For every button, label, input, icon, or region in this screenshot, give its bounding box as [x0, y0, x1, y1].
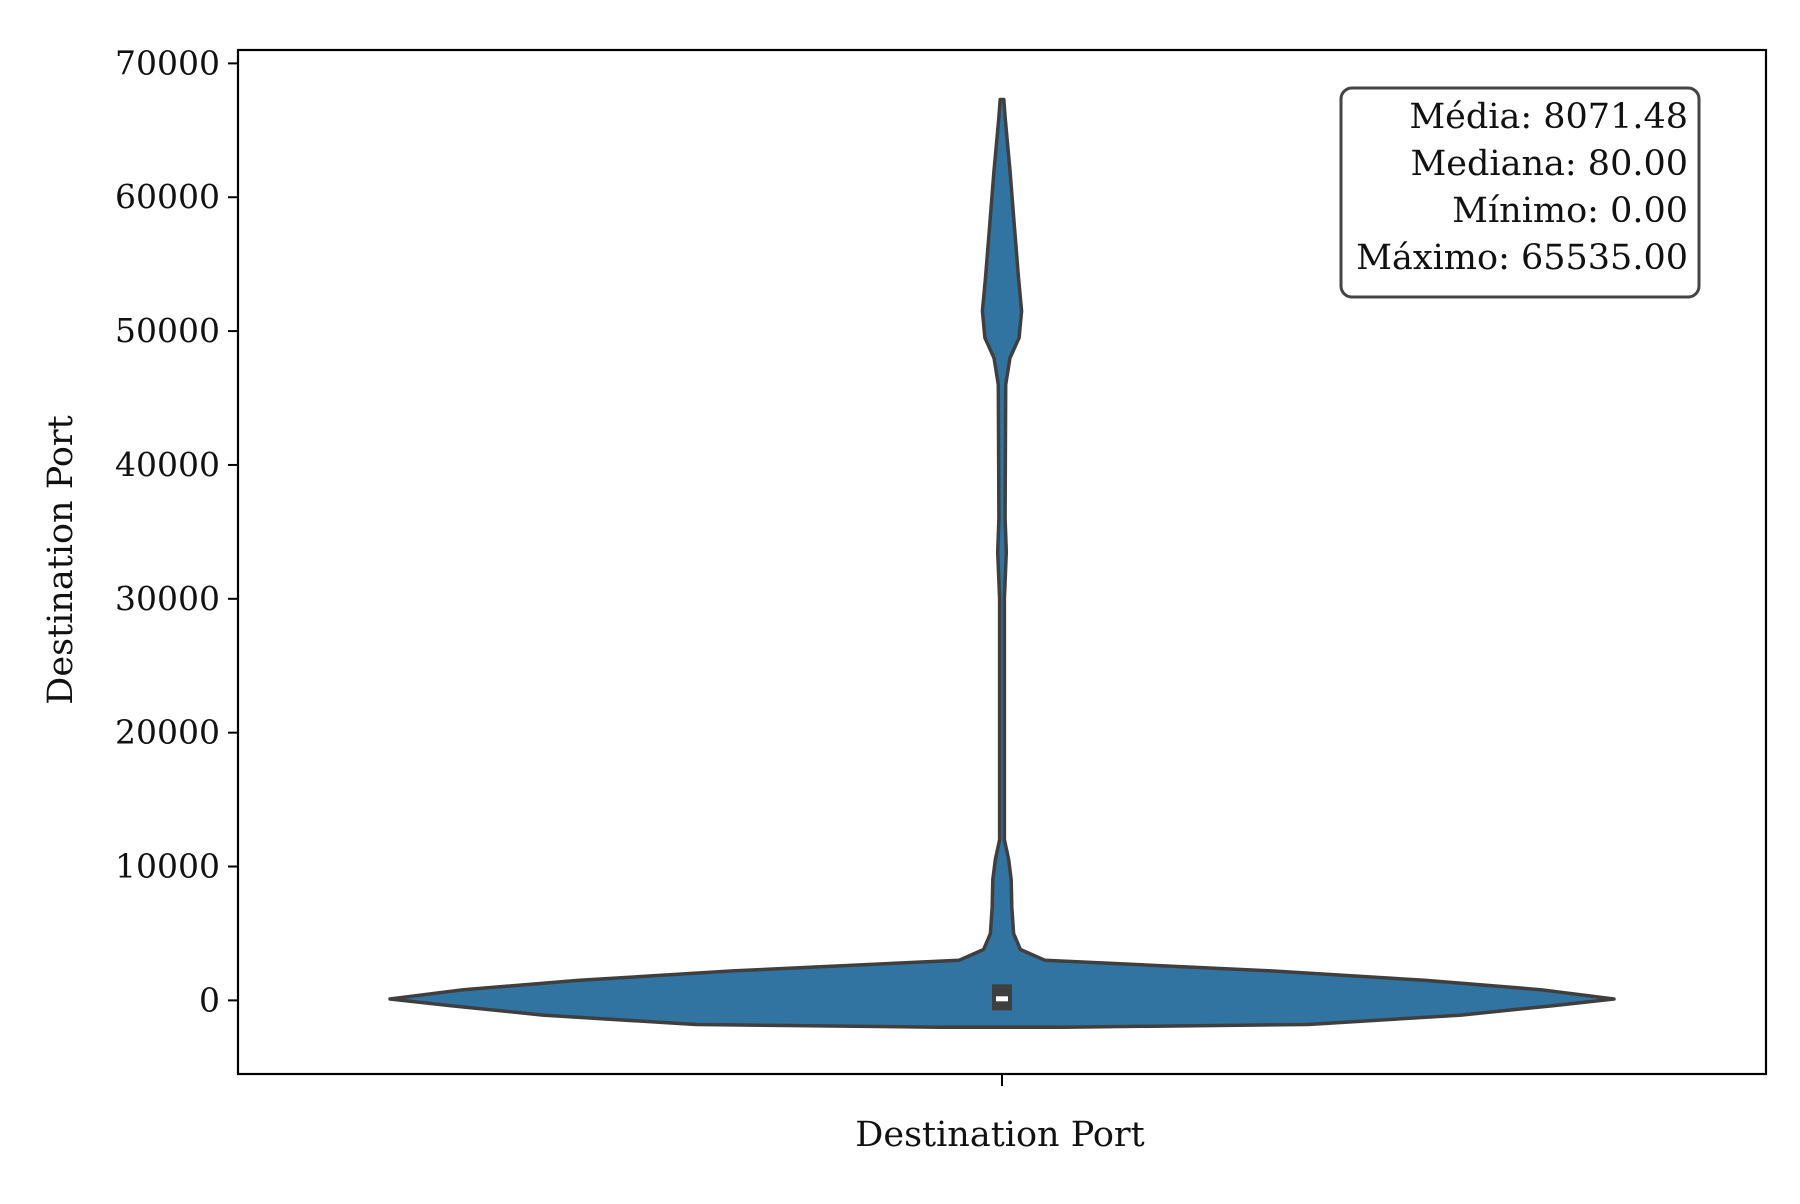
y-tick-label: 50000 [115, 311, 220, 350]
y-tick-label: 20000 [115, 713, 220, 752]
y-tick-label: 10000 [115, 847, 220, 886]
plot-area [388, 97, 1616, 1029]
x-axis-label: Destination Port [855, 1115, 1144, 1155]
y-tick-label: 0 [199, 980, 220, 1019]
stats-max: Máximo: 65535.00 [1356, 238, 1688, 278]
stats-median: Mediana: 80.00 [1410, 144, 1688, 184]
y-tick-label: 40000 [115, 445, 220, 484]
stats-box-frame [1339, 86, 1701, 299]
y-axis-label: Destination Port [41, 415, 81, 704]
axes: 0 10000 20000 30000 40000 50000 60000 70000 [115, 43, 1768, 1086]
stats-min: Mínimo: 0.00 [1452, 191, 1688, 231]
y-tick-label: 60000 [115, 177, 220, 216]
stats-box: Média: 8071.48 Mediana: 80.00 Mínimo: 0.… [1339, 86, 1701, 299]
violin-body [388, 97, 1616, 1029]
y-tick-label: 70000 [115, 43, 220, 82]
stats-mean: Média: 8071.48 [1409, 97, 1688, 137]
y-tick-label: 30000 [115, 579, 220, 618]
violin-median-marker [996, 996, 1008, 1002]
